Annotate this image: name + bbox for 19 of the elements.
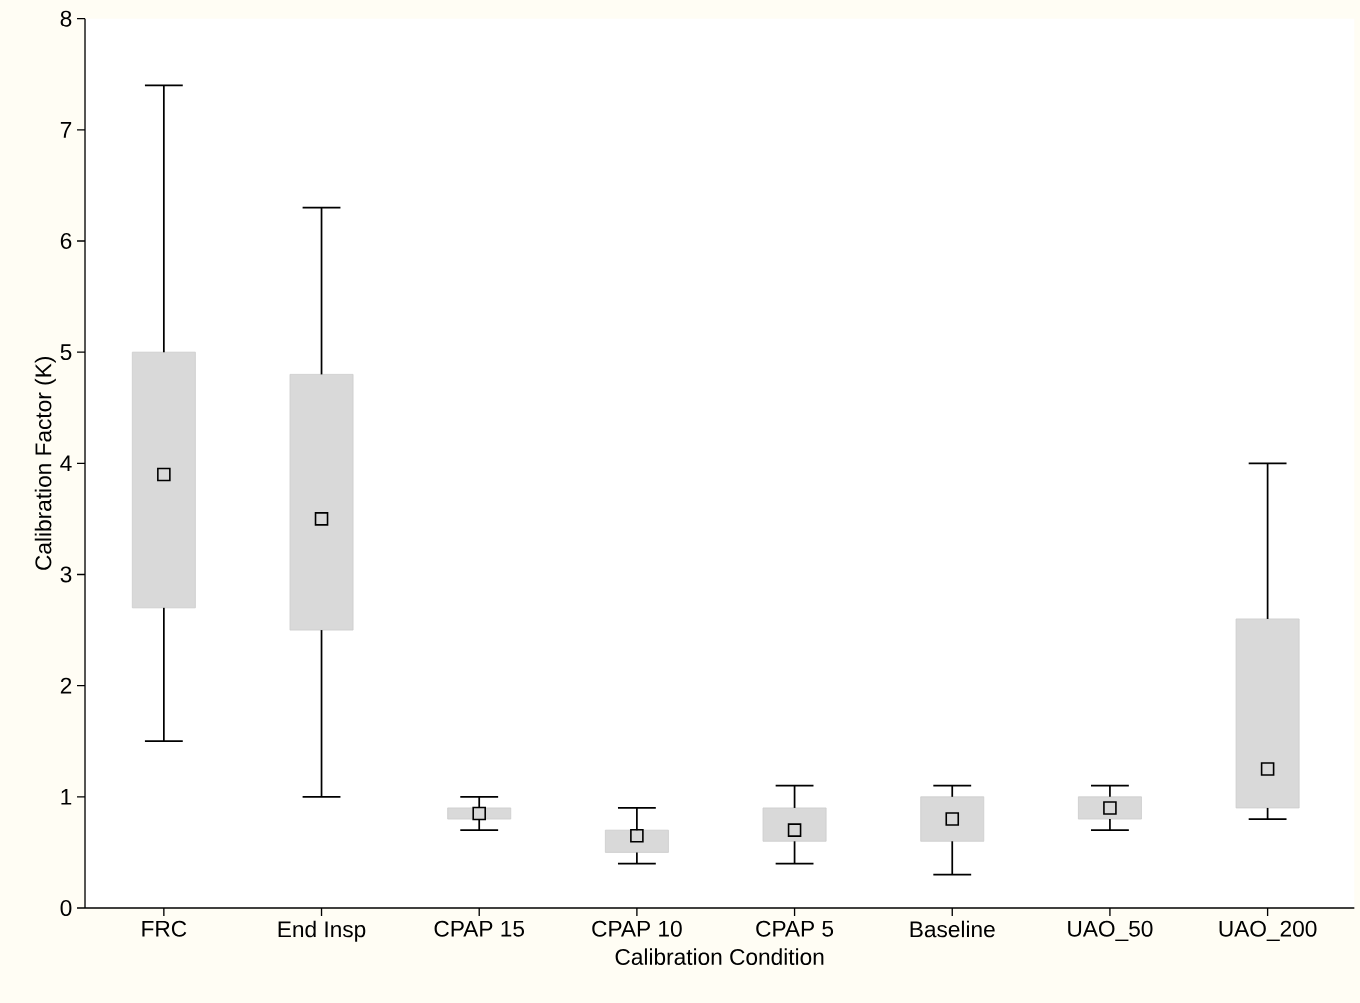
- y-tick-label: 6: [60, 232, 72, 250]
- x-tick-label: CPAP 15: [434, 920, 525, 937]
- y-tick-label: 5: [60, 344, 72, 361]
- y-tick-label: 0: [60, 899, 72, 917]
- y-tick-label: 3: [60, 566, 72, 583]
- y-tick-label: 4: [60, 455, 72, 472]
- y-tick-label: 8: [60, 10, 72, 27]
- y-tick-label: 2: [60, 677, 72, 694]
- x-tick-label: UAO_200: [1219, 920, 1317, 942]
- y-axis-title: Calibration Factor (K): [34, 357, 56, 570]
- x-tick-label: FRC: [142, 920, 187, 937]
- x-axis-title: Calibration Condition: [615, 948, 824, 965]
- x-tick-label: CPAP 5: [756, 920, 834, 937]
- y-tick-label: 1: [61, 789, 72, 805]
- x-tick-label: CPAP 10: [592, 920, 682, 937]
- y-tick-label: 7: [60, 122, 72, 138]
- x-tick-label: Baseline: [910, 920, 995, 938]
- x-tick-label: UAO_50: [1068, 920, 1153, 942]
- x-tick-label: End Insp: [278, 920, 366, 942]
